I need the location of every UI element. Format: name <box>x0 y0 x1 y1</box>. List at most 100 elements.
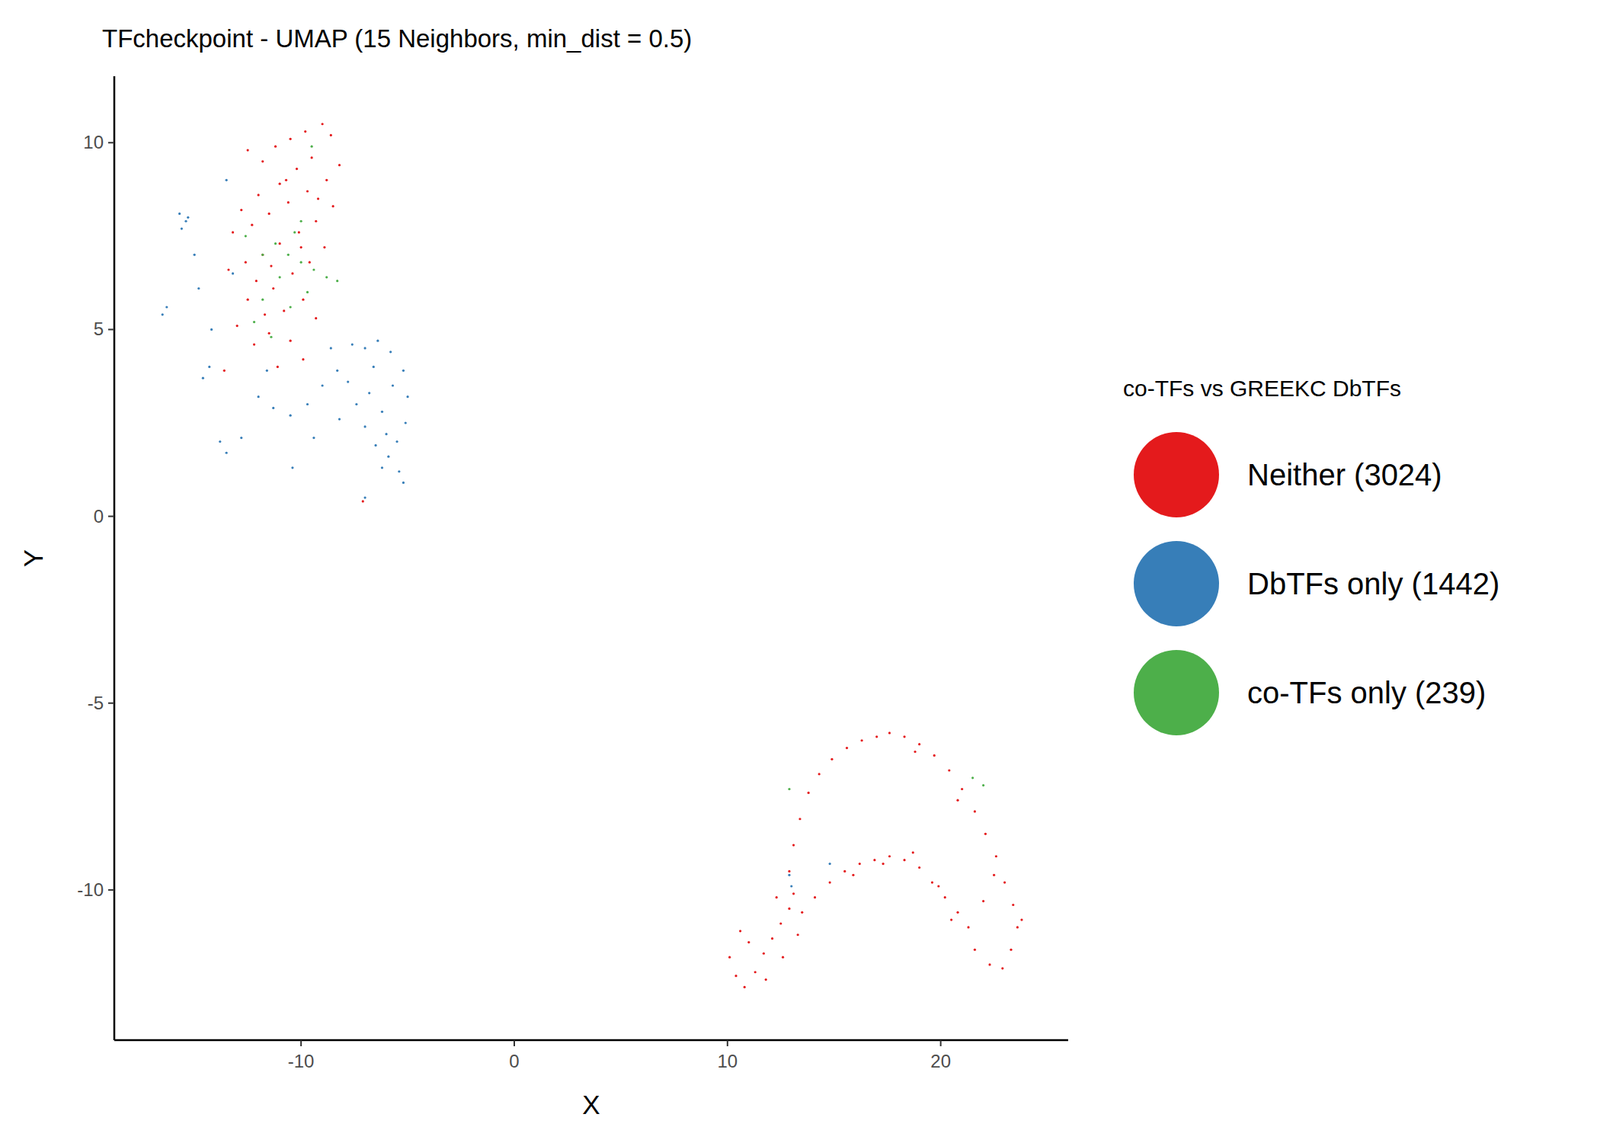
point <box>956 911 959 914</box>
point <box>728 956 731 959</box>
point <box>363 496 366 499</box>
x-tick-label: 0 <box>508 1050 519 1072</box>
point <box>982 899 985 903</box>
point <box>269 336 272 339</box>
point <box>380 466 384 469</box>
y-axis-title: Y <box>18 549 48 567</box>
point <box>888 731 891 734</box>
point <box>250 224 253 227</box>
point <box>284 179 288 182</box>
point <box>971 776 974 779</box>
point <box>912 851 915 854</box>
point <box>380 410 384 413</box>
point <box>950 918 953 922</box>
point <box>297 230 301 234</box>
point <box>798 817 801 820</box>
point <box>244 261 247 264</box>
chart: TFcheckpoint - UMAP (15 Neighbors, min_d… <box>0 0 1600 1143</box>
point <box>278 242 282 245</box>
point <box>384 432 388 436</box>
point <box>314 316 317 320</box>
y-tick-label: -5 <box>87 692 104 714</box>
point <box>325 275 328 279</box>
point <box>310 156 314 159</box>
point <box>754 970 757 973</box>
point <box>764 978 768 981</box>
point <box>274 242 277 245</box>
point <box>404 421 407 424</box>
point <box>787 873 791 877</box>
point <box>304 130 307 133</box>
y-axis-line <box>113 76 116 1040</box>
point <box>272 406 275 410</box>
point <box>860 739 864 742</box>
point <box>796 933 800 936</box>
point <box>336 279 339 282</box>
point <box>734 974 737 977</box>
points <box>161 122 1024 989</box>
point <box>261 160 264 163</box>
point <box>161 313 164 316</box>
point <box>913 750 916 753</box>
point <box>995 854 998 858</box>
point <box>252 342 256 346</box>
point <box>391 384 394 387</box>
legend-label: Neither (3024) <box>1247 457 1443 492</box>
point <box>276 365 279 368</box>
point <box>966 925 970 928</box>
point <box>781 956 784 959</box>
point <box>918 742 921 746</box>
point <box>225 451 228 455</box>
point <box>338 418 341 421</box>
point <box>397 470 400 473</box>
point <box>252 320 256 324</box>
point <box>231 230 234 234</box>
x-tick-label: 20 <box>930 1050 951 1072</box>
y-tick <box>108 889 115 891</box>
point <box>323 246 326 249</box>
point <box>800 911 804 914</box>
point <box>363 425 366 428</box>
point <box>363 346 366 349</box>
point <box>807 791 810 794</box>
point <box>293 230 296 234</box>
point <box>332 204 335 208</box>
point <box>984 832 987 836</box>
point <box>186 216 189 219</box>
point <box>178 212 181 215</box>
x-axis-line <box>114 1039 1069 1042</box>
point <box>295 167 298 170</box>
point <box>973 948 976 951</box>
point <box>306 291 309 294</box>
point <box>387 455 390 458</box>
point <box>306 189 309 192</box>
point <box>739 929 742 932</box>
point <box>321 122 324 125</box>
point <box>361 499 365 503</box>
point <box>338 163 341 167</box>
legend-title: co-TFs vs GREEKC DbTFs <box>1123 375 1402 401</box>
point <box>368 391 371 394</box>
series-1 <box>161 179 832 888</box>
point <box>792 892 795 895</box>
legend-label: co-TFs only (239) <box>1247 675 1486 710</box>
point <box>246 148 250 151</box>
point <box>165 305 168 308</box>
point <box>329 346 333 349</box>
point <box>282 309 285 312</box>
point <box>208 365 211 368</box>
legend-swatch <box>1133 540 1220 627</box>
point <box>931 880 934 884</box>
point <box>321 384 324 387</box>
x-tick <box>300 1040 302 1047</box>
point <box>1011 903 1015 906</box>
point <box>881 862 884 865</box>
point <box>289 137 292 141</box>
point <box>265 369 269 372</box>
point <box>402 369 405 372</box>
point <box>291 272 294 275</box>
point <box>312 436 315 439</box>
point <box>902 735 906 738</box>
point <box>261 253 264 256</box>
point <box>257 395 260 398</box>
